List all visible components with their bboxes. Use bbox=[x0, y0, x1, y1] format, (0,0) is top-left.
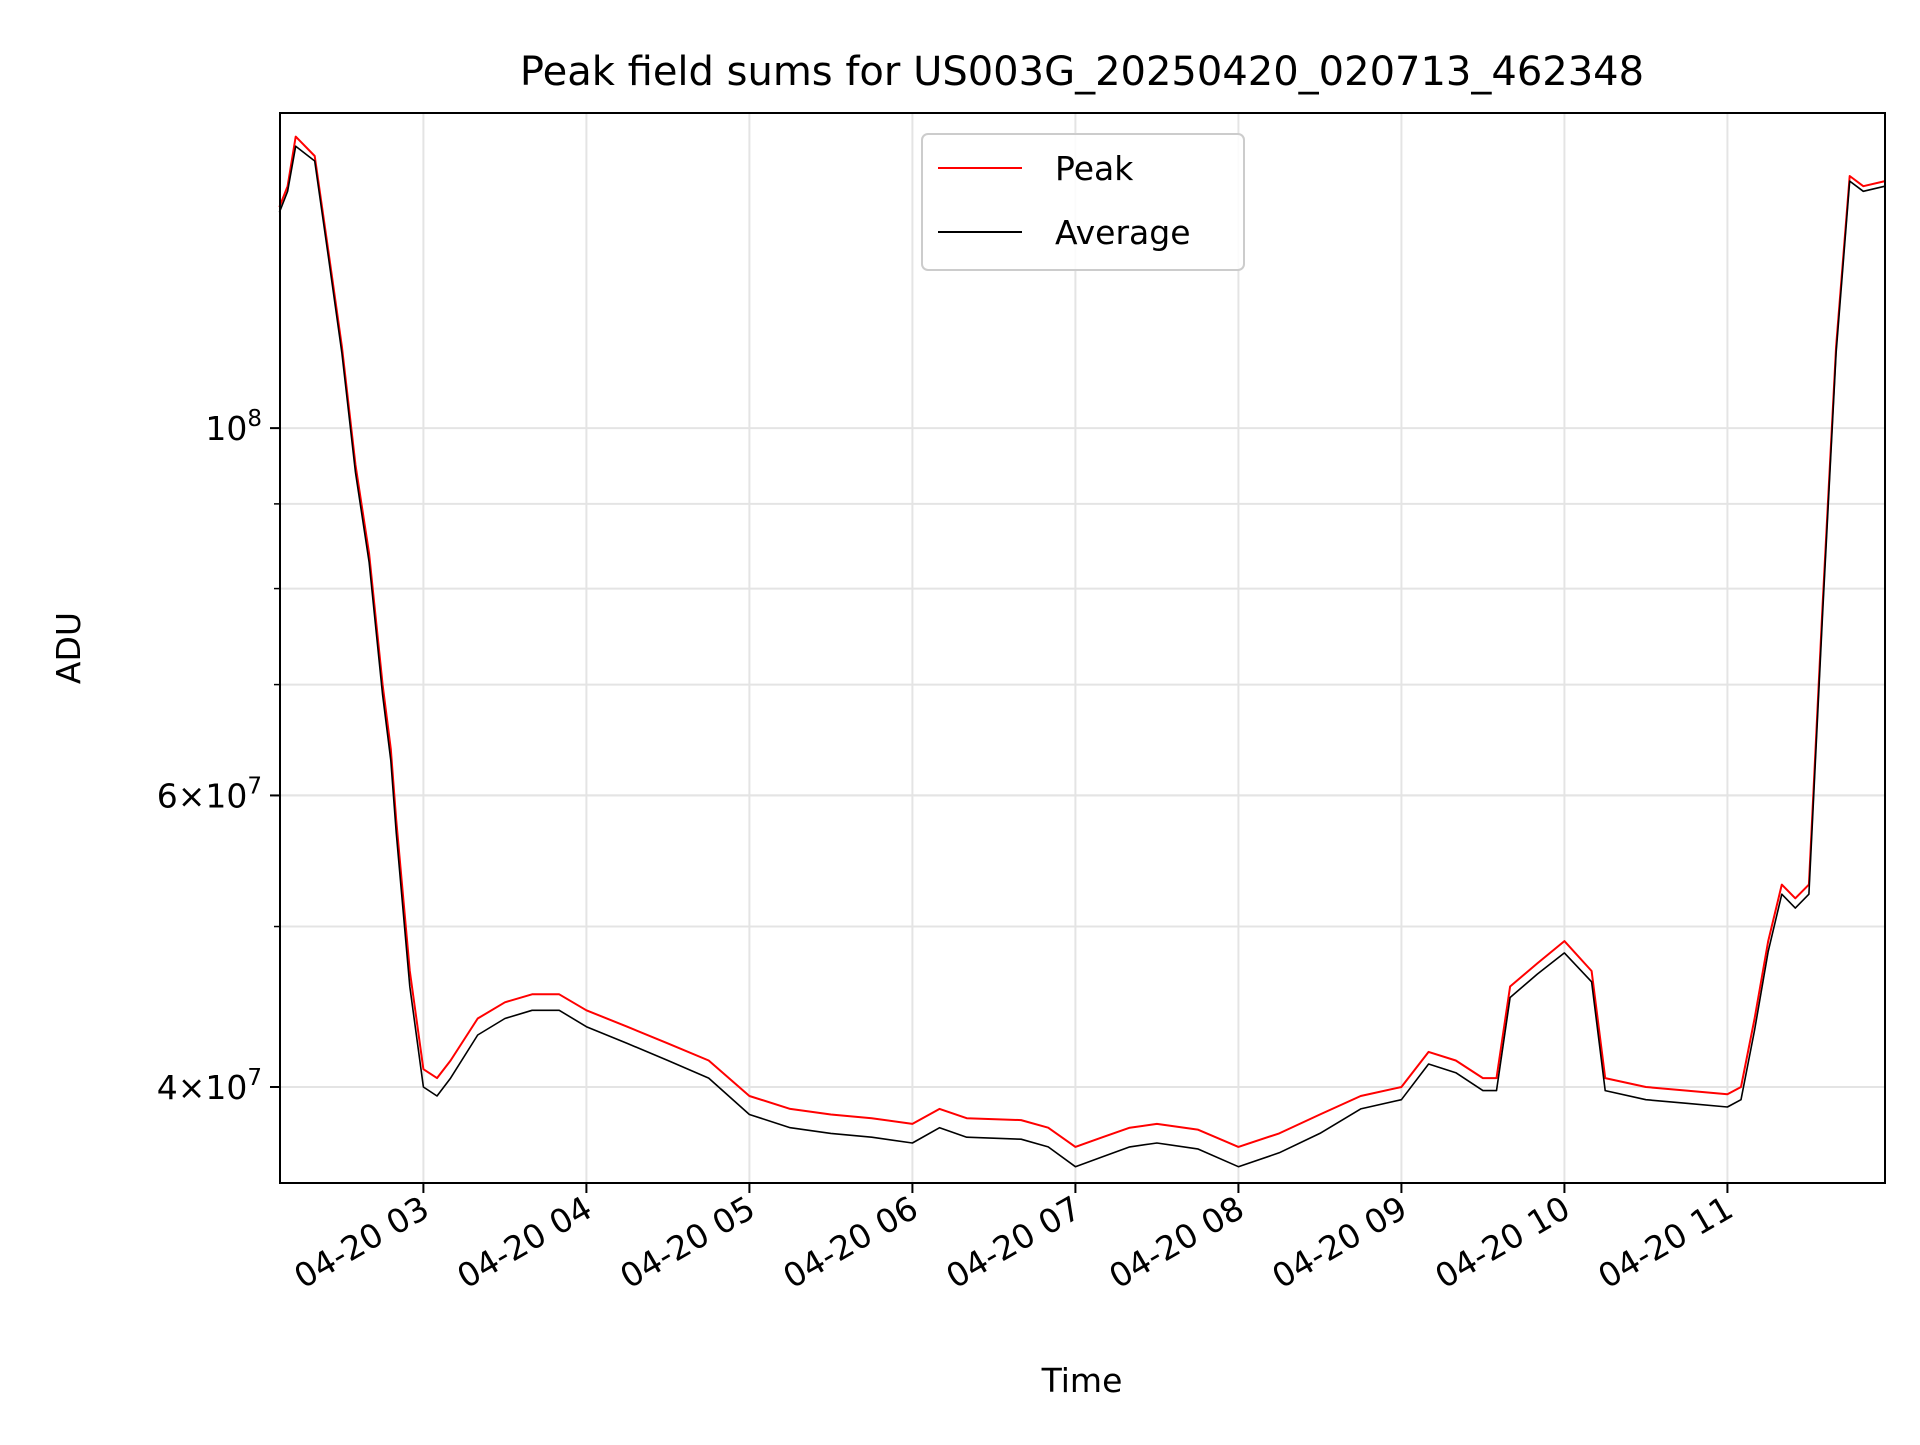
plot-frame bbox=[279, 112, 1886, 1184]
y-tick-exponent: 8 bbox=[247, 406, 262, 432]
series-line-peak bbox=[278, 135, 1886, 1148]
x-axis-label: Time bbox=[1041, 1361, 1123, 1400]
legend: Peak Average bbox=[921, 133, 1245, 271]
grid bbox=[280, 113, 1885, 1183]
y-tick-label: 6×107 bbox=[157, 773, 262, 815]
y-tick-exponent: 7 bbox=[247, 1065, 262, 1091]
y-tick-base: 4 bbox=[157, 1068, 178, 1107]
y-axis-label: ADU bbox=[49, 612, 88, 684]
y-tick-label: 108 bbox=[205, 406, 262, 448]
y-tick-base: 6 bbox=[157, 776, 178, 815]
y-tick-label: 4×107 bbox=[157, 1065, 262, 1107]
legend-average-label: Average bbox=[1055, 213, 1191, 252]
legend-peak-label: Peak bbox=[1055, 149, 1134, 188]
chart-title: Peak field sums for US003G_20250420_0207… bbox=[520, 49, 1644, 95]
series-line-average bbox=[278, 145, 1886, 1168]
plot-series bbox=[278, 135, 1886, 1168]
y-tick-exponent: 7 bbox=[247, 773, 262, 799]
